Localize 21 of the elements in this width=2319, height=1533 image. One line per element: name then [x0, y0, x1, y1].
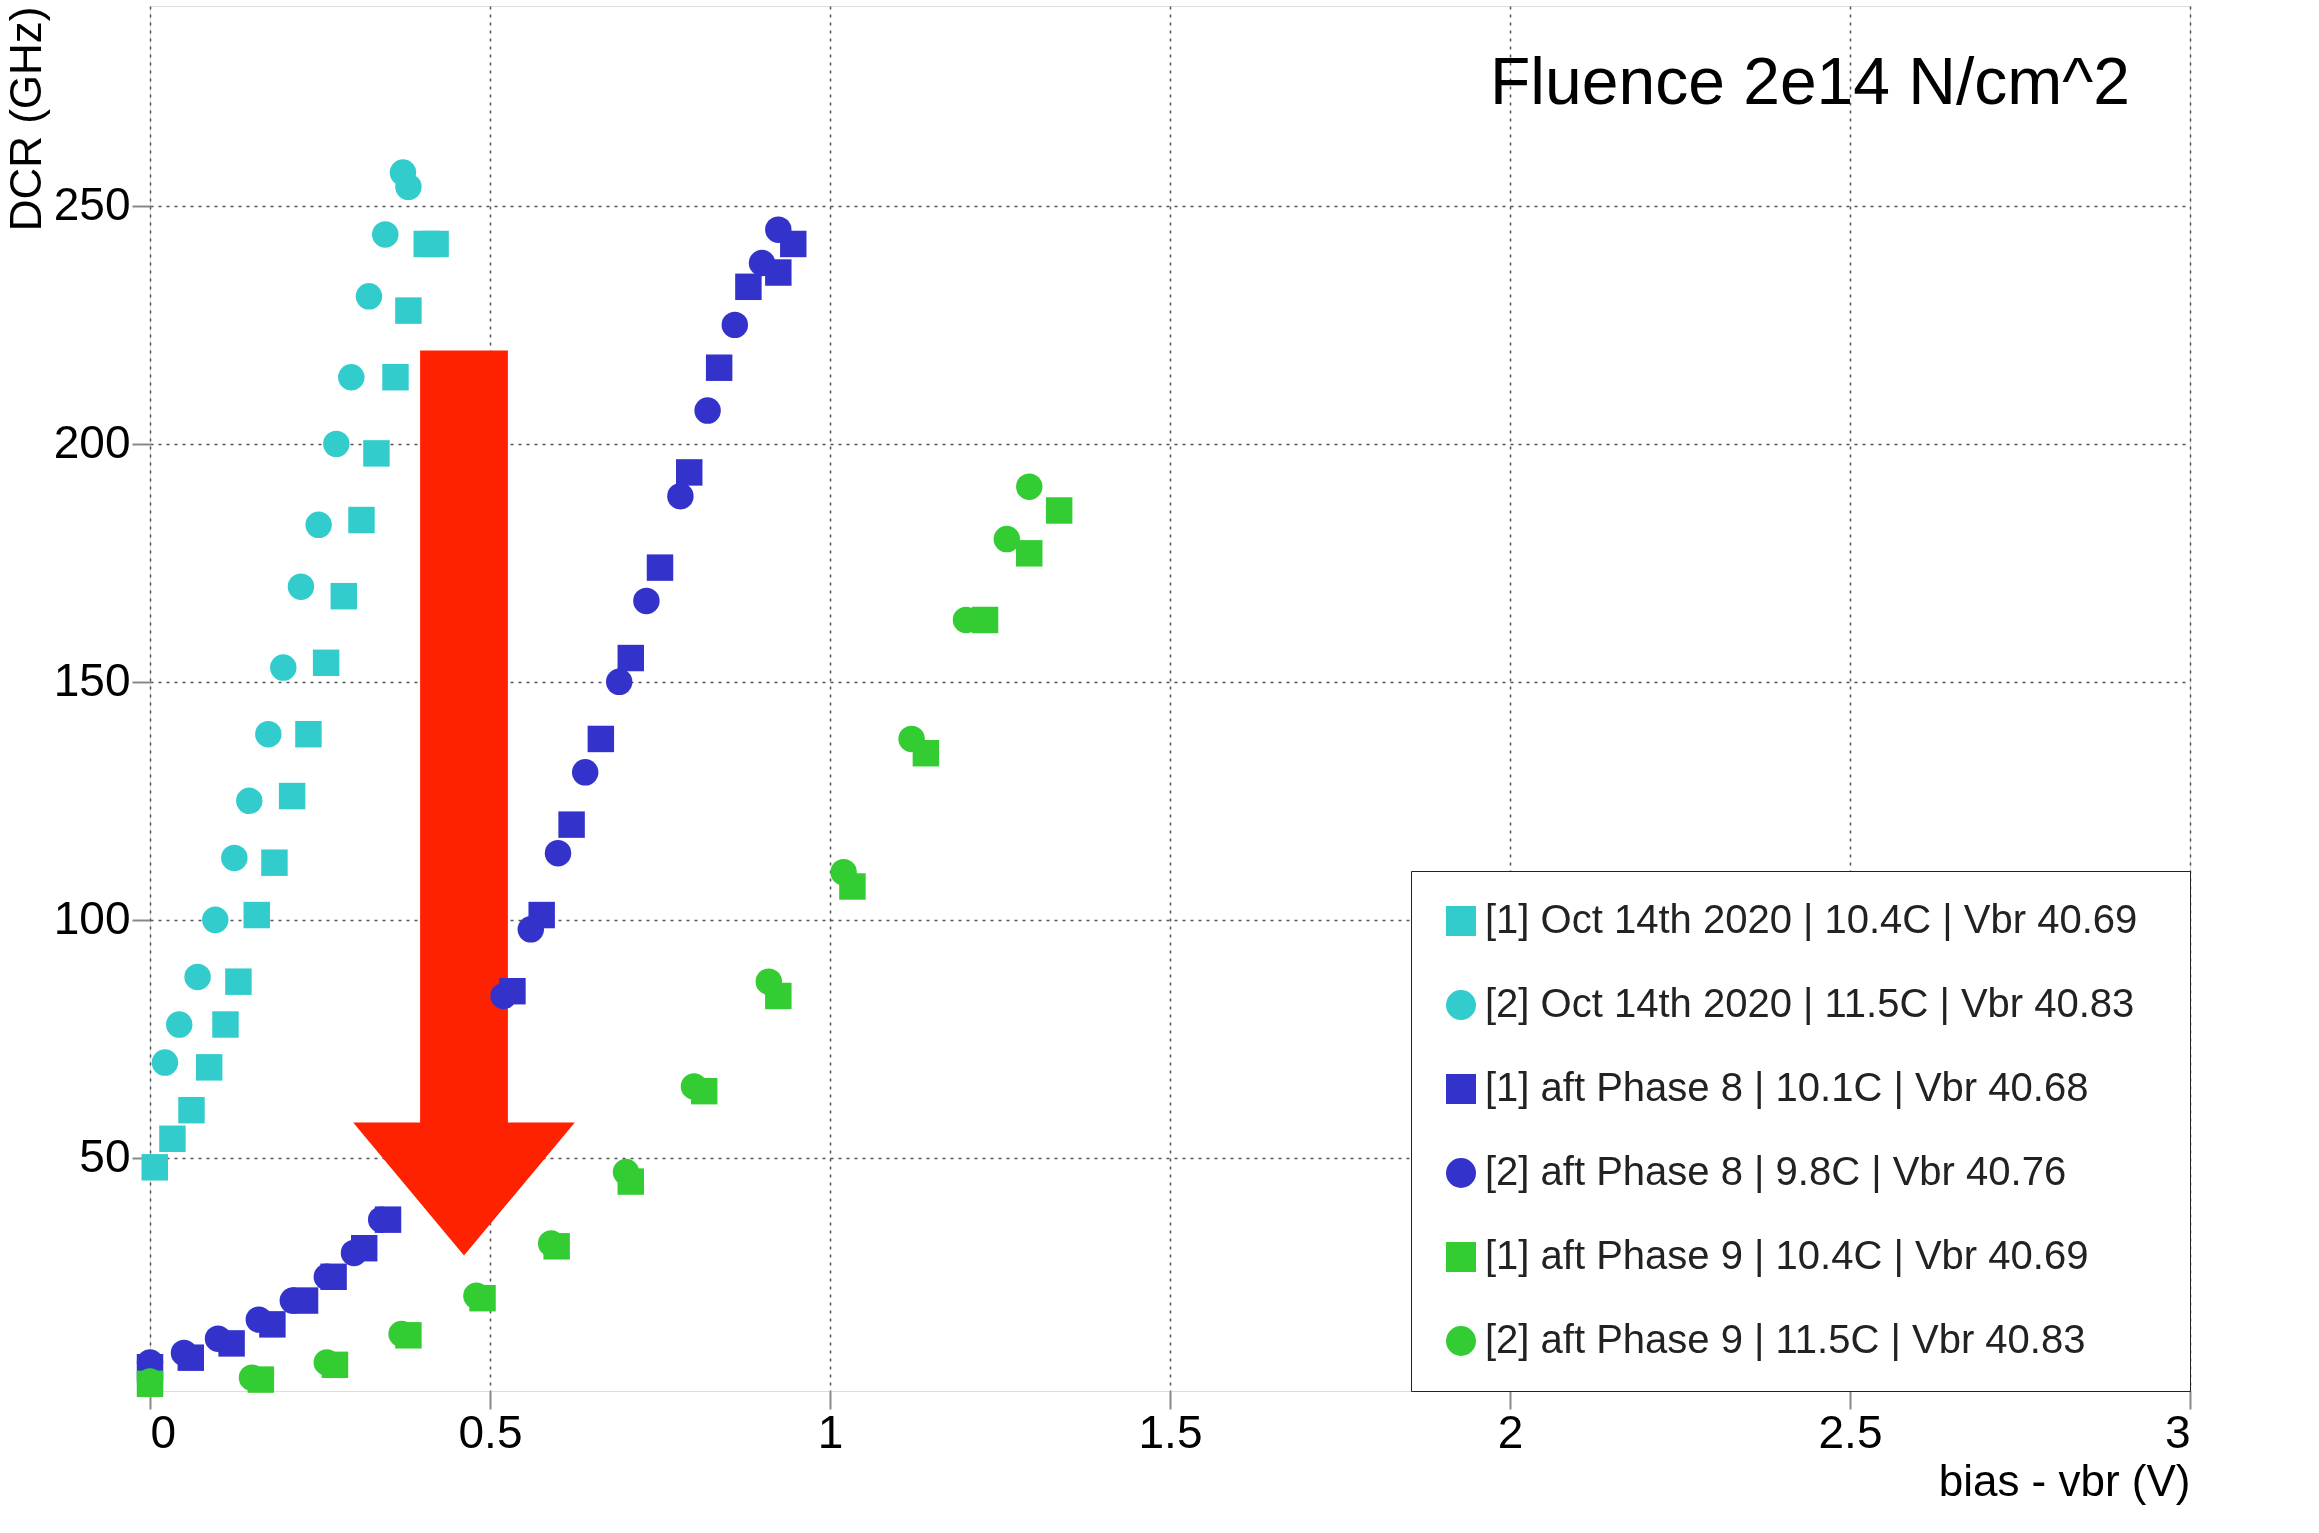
legend-label: [2] aft Phase 9 | 11.5C | Vbr 40.83	[1485, 1317, 2086, 1361]
y-tick-label: 100	[53, 892, 131, 945]
y-tick-label: 200	[53, 416, 131, 469]
y-tick-label: 250	[53, 178, 131, 231]
legend-label: [1] aft Phase 9 | 10.4C | Vbr 40.69	[1485, 1233, 2089, 1277]
y-axis-title: DCR (GHz)	[0, 6, 50, 232]
y-tick-label: 50	[79, 1130, 131, 1183]
x-tick-label: 1	[817, 1405, 844, 1458]
legend-label: [2] Oct 14th 2020 | 11.5C | Vbr 40.83	[1485, 981, 2135, 1025]
x-tick-label: 1.5	[1138, 1405, 1203, 1458]
y-tick-label: 150	[53, 654, 131, 707]
x-tick-label: 2	[1497, 1405, 1524, 1458]
legend-label: [1] Oct 14th 2020 | 10.4C | Vbr 40.69	[1485, 897, 2138, 941]
legend-label: [1] aft Phase 8 | 10.1C | Vbr 40.68	[1485, 1065, 2089, 1109]
x-axis-title: bias - vbr (V)	[1938, 1455, 2191, 1505]
legend-label: [2] aft Phase 8 | 9.8C | Vbr 40.76	[1485, 1149, 2067, 1193]
x-tick-label: 0.5	[458, 1405, 523, 1458]
x-tick-label: 2.5	[1818, 1405, 1883, 1458]
x-tick-label: 3	[2164, 1405, 2191, 1458]
annotation: Fluence 2e14 N/cm^2	[1490, 44, 2130, 118]
x-tick-label: 0	[150, 1405, 177, 1458]
